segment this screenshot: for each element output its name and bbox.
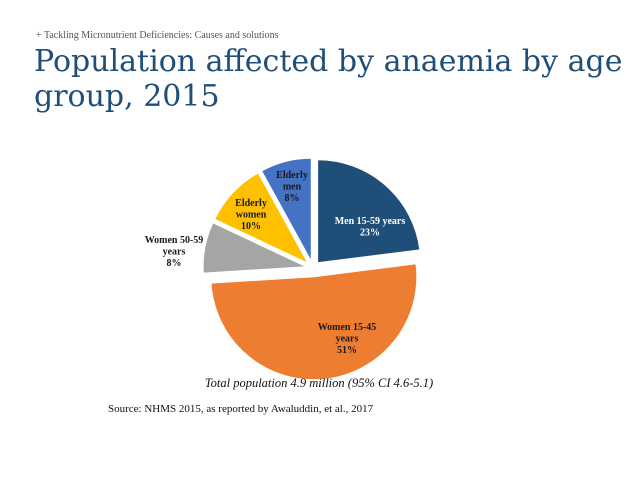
chart-annotation: Total population 4.9 million (95% CI 4.6… — [204, 376, 434, 390]
source-note: Source: NHMS 2015, as reported by Awalud… — [108, 403, 374, 415]
pie-label-elderly-women: Elderly women 10% — [235, 198, 267, 232]
pie-label-women-15-45-years: Women 15-45 years 51% — [318, 322, 377, 356]
pie-slice-elderly-women — [214, 172, 310, 265]
pie-slice-men-15-59-years — [317, 159, 421, 264]
pie-slice-elderly-men — [260, 157, 312, 262]
pie-slice-women-15-45-years — [210, 263, 418, 381]
deck-kicker: + Tackling Micronutrient Deficiencies: C… — [36, 30, 279, 41]
pie-slice-women-50-59-years — [202, 222, 307, 274]
pie-label-men-15-59-years: Men 15-59 years 23% — [335, 216, 406, 239]
page-title: Population affected by anaemia by age gr… — [34, 44, 623, 114]
pie-label-women-50-59-years: Women 50-59 years 8% — [145, 235, 204, 269]
pie-label-elderly-men: Elderly men 8% — [276, 170, 308, 204]
